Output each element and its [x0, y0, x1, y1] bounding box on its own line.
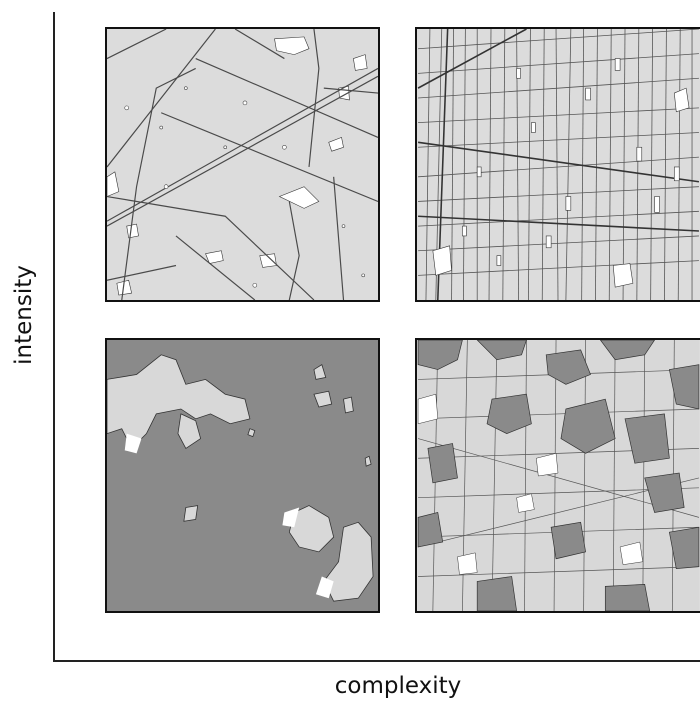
x-axis-label: complexity	[334, 673, 462, 699]
x-axis-line	[53, 660, 700, 662]
y-axis-line	[53, 12, 55, 662]
map-panel-top-right	[415, 27, 700, 302]
map-panel-bottom-right	[415, 338, 700, 613]
map-bottom-right-svg	[417, 340, 700, 611]
map-top-left-svg	[107, 29, 378, 300]
y-axis-label: intensity	[11, 265, 37, 365]
map-top-right-svg	[417, 29, 700, 300]
map-panel-top-left	[105, 27, 380, 302]
map-bottom-left-svg	[107, 340, 378, 611]
map-panel-bottom-left	[105, 338, 380, 613]
